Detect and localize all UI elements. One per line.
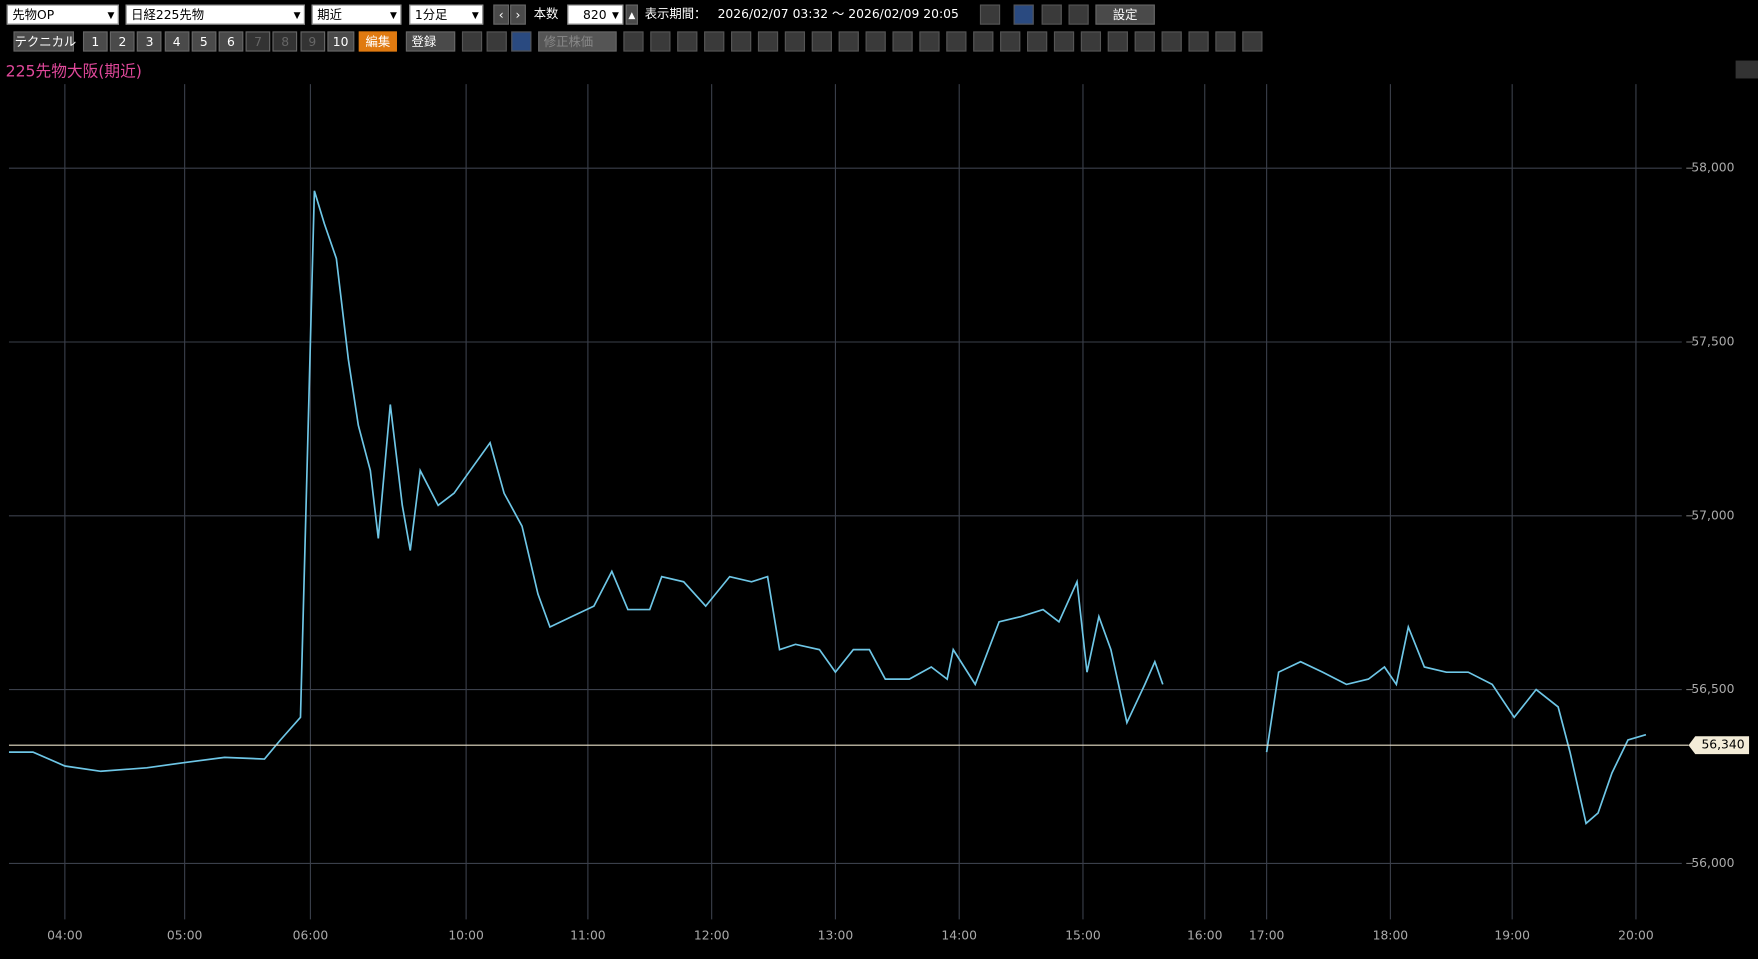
tool-button[interactable] [1053, 31, 1075, 52]
settings-text: 設定 [1112, 7, 1138, 23]
x-tick-label: 18:00 [1373, 929, 1409, 943]
tool-button[interactable] [865, 31, 886, 52]
tool-button[interactable] [677, 31, 698, 52]
tool-button[interactable] [1188, 31, 1209, 52]
x-tick-label: 15:00 [1065, 929, 1101, 943]
x-tick-label: 16:00 [1187, 929, 1223, 943]
tool-button[interactable] [704, 31, 725, 52]
x-tick-label: 13:00 [818, 929, 854, 943]
x-tick-label: 05:00 [167, 929, 203, 943]
count-label: 本数 [533, 6, 559, 22]
preset-button[interactable]: 3 [137, 31, 162, 52]
tool-button[interactable] [946, 31, 967, 52]
tool-button[interactable] [919, 31, 940, 52]
x-tick-label: 06:00 [293, 929, 329, 943]
tool-button[interactable] [731, 31, 752, 52]
register-button[interactable]: 登録 [405, 31, 456, 52]
preset-button[interactable]: 9 [300, 31, 325, 52]
tool-button[interactable] [784, 31, 806, 52]
y-tick-label: 56,500 [1691, 682, 1734, 696]
x-tick-label: 17:00 [1249, 929, 1285, 943]
tool-button[interactable] [1215, 31, 1236, 52]
interval-select[interactable]: 1分足 [409, 4, 484, 26]
tool-button[interactable] [1134, 31, 1155, 52]
tool-button[interactable] [1107, 31, 1128, 52]
y-tick-label: 57,000 [1691, 508, 1734, 522]
tool-button[interactable] [892, 31, 913, 52]
icon-button[interactable] [511, 31, 532, 52]
tool-button[interactable] [1027, 31, 1048, 52]
x-tick-label: 11:00 [570, 929, 606, 943]
tool-button[interactable] [1080, 31, 1102, 52]
x-tick-label: 04:00 [47, 929, 83, 943]
prev-button[interactable]: ‹ [493, 4, 510, 25]
contract-select[interactable]: 期近 [311, 4, 402, 26]
adjusted-button[interactable]: 修正株価 [538, 31, 617, 52]
x-tick-label: 20:00 [1618, 929, 1654, 943]
period: 2026/02/07 03:32 ～ 2026/02/09 20:05 [717, 6, 959, 22]
tool-button[interactable] [1161, 31, 1182, 52]
tool-button[interactable] [650, 31, 671, 52]
icon-button[interactable] [1041, 4, 1062, 25]
next-button[interactable]: › [510, 4, 526, 25]
y-tick-label: 56,000 [1691, 856, 1734, 870]
icon-button[interactable] [461, 31, 483, 52]
y-tick-label: 57,500 [1691, 334, 1734, 348]
icon-button[interactable] [979, 4, 1001, 25]
icon-button[interactable] [1013, 4, 1034, 25]
y-tick-label: 58,000 [1691, 161, 1734, 175]
preset-button[interactable]: 10 [327, 31, 355, 52]
market-select[interactable]: 先物OP [6, 4, 119, 26]
preset-button[interactable]: 8 [272, 31, 298, 52]
chart-title: 225先物大阪(期近) [6, 61, 142, 80]
x-tick-label: 10:00 [448, 929, 484, 943]
icon-button[interactable] [1068, 4, 1089, 25]
technical-button[interactable]: テクニカル [13, 31, 76, 52]
edit-button[interactable]: 編集 [358, 31, 397, 52]
last-price-box [1688, 736, 1750, 755]
x-tick-label: 19:00 [1494, 929, 1530, 943]
price-line [8, 190, 1647, 825]
tool-button[interactable] [811, 31, 832, 52]
count-spin[interactable]: ▲ [625, 4, 638, 25]
preset-button[interactable]: 1 [82, 31, 108, 52]
period-label: 表示期間： [644, 6, 707, 22]
preset-button[interactable]: 7 [245, 31, 271, 52]
preset-button[interactable]: 4 [164, 31, 190, 52]
x-tick-label: 12:00 [694, 929, 730, 943]
tool-button[interactable] [623, 31, 644, 52]
tool-button[interactable] [973, 31, 994, 52]
preset-button[interactable]: 6 [218, 31, 244, 52]
collapse-button[interactable] [1735, 60, 1758, 79]
count-input[interactable]: 820 [567, 4, 624, 26]
preset-button[interactable]: 2 [110, 31, 135, 52]
icon-button[interactable] [486, 31, 507, 52]
settings-button[interactable]: 設定 [1095, 4, 1155, 25]
product-select[interactable]: 日経225先物 [125, 4, 305, 26]
tool-button[interactable] [1000, 31, 1021, 52]
x-tick-label: 14:00 [941, 929, 977, 943]
tool-button[interactable] [1242, 31, 1263, 52]
last-price-label: 56,340 [1701, 738, 1744, 752]
preset-button[interactable]: 5 [191, 31, 217, 52]
tool-button[interactable] [838, 31, 859, 52]
tool-button[interactable] [757, 31, 779, 52]
